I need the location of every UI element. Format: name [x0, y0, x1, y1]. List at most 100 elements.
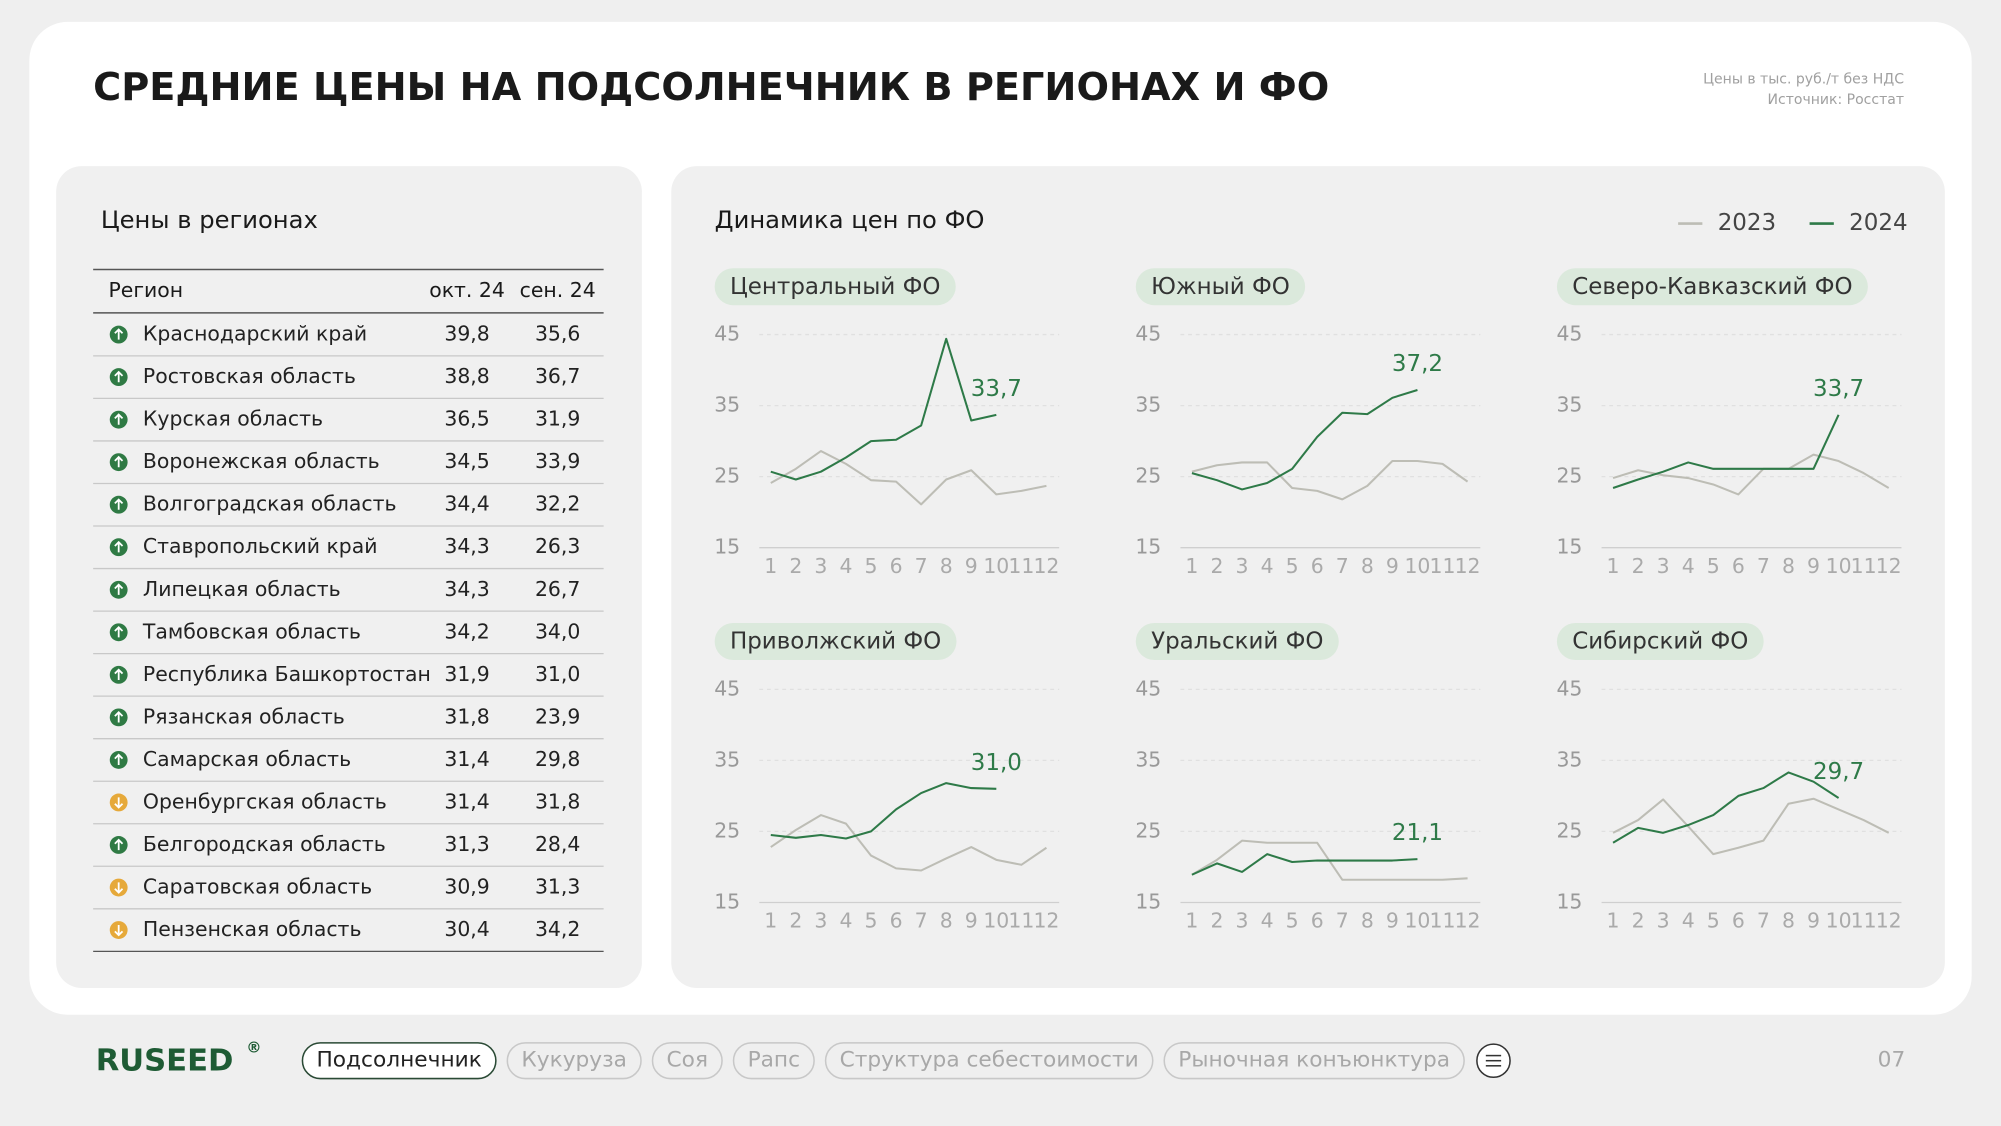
cell: 34,2: [444, 619, 489, 643]
y-tick-label: 35: [714, 393, 740, 417]
chart-title-pill: [1135, 622, 1339, 660]
y-tick-label: 15: [714, 535, 740, 559]
tab[interactable]: [732, 1042, 815, 1080]
cell: 31,4: [444, 789, 489, 813]
series-line: [1191, 853, 1418, 876]
y-tick-label: 25: [1135, 818, 1161, 842]
region: Саратовская область: [143, 875, 372, 899]
x-tick-label: 3: [1657, 909, 1670, 933]
chart-title: Сибирский ФО: [1572, 629, 1748, 655]
x-tick-label: 1: [764, 909, 777, 933]
series-line: [1612, 453, 1890, 496]
cell: 36,5: [444, 407, 489, 431]
legend-label: 2024: [1849, 210, 1907, 236]
tab[interactable]: [506, 1042, 642, 1080]
x-tick-label: 6: [890, 909, 903, 933]
y-tick-label: 45: [714, 676, 740, 700]
region: Ставропольский край: [143, 534, 378, 558]
y-tick-label: 25: [1135, 464, 1161, 488]
y-tick-label: 35: [1135, 393, 1161, 417]
tab[interactable]: [651, 1042, 723, 1080]
tab-label[interactable]: Кукуруза: [521, 1048, 627, 1073]
x-tick-label: 10: [1826, 554, 1852, 578]
cell: 32,2: [535, 492, 580, 516]
x-tick-label: 4: [839, 909, 852, 933]
y-tick-label: 25: [1556, 464, 1582, 488]
cell: 23,9: [535, 704, 580, 728]
trend-arrow: [114, 797, 124, 809]
tab-label[interactable]: Подсолнечник: [316, 1048, 481, 1073]
cell: 31,3: [444, 832, 489, 856]
charts-panel: [671, 166, 1945, 988]
x-tick-label: 6: [1311, 554, 1324, 578]
trend-arrow: [114, 882, 124, 894]
page-number: 07: [1878, 1048, 1906, 1073]
tab-label[interactable]: Соя: [667, 1048, 708, 1073]
table-title: Цены в регионах: [101, 205, 318, 234]
x-tick-label: 8: [940, 909, 953, 933]
value-label: 33,7: [1813, 376, 1864, 402]
chart-title: Приволжский ФО: [730, 629, 941, 655]
cell: 36,7: [535, 364, 580, 388]
x-tick-label: 7: [1757, 909, 1770, 933]
tab[interactable]: [824, 1042, 1154, 1080]
x-tick-label: 2: [1210, 909, 1223, 933]
value-label: 29,7: [1813, 759, 1864, 785]
x-tick-label: 9: [1386, 909, 1399, 933]
chart-title: Южный ФО: [1151, 274, 1290, 300]
x-tick-label: 12: [1876, 909, 1902, 933]
note: Цены в тыс. руб./т без НДС: [1703, 71, 1904, 87]
y-tick-label: 45: [1135, 322, 1161, 346]
legend-label: 2023: [1718, 210, 1776, 236]
x-tick-label: 9: [1807, 554, 1820, 578]
trend-arrow: [114, 838, 124, 851]
y-tick-label: 35: [1556, 393, 1582, 417]
region: Ростовская область: [143, 364, 356, 388]
y-tick-label: 45: [1135, 676, 1161, 700]
tab-label[interactable]: Рапс: [748, 1048, 800, 1073]
y-tick-label: 25: [714, 818, 740, 842]
x-tick-label: 6: [1732, 909, 1745, 933]
logo: RUSEED: [96, 1043, 234, 1078]
chart-title-pill: [714, 268, 956, 306]
cell: 34,4: [444, 492, 489, 516]
x-tick-label: 8: [1782, 554, 1795, 578]
x-tick-label: 2: [789, 554, 802, 578]
x-tick-label: 12: [1455, 909, 1481, 933]
y-tick-label: 45: [1556, 322, 1582, 346]
tab[interactable]: [1163, 1042, 1465, 1080]
x-tick-label: 9: [1386, 554, 1399, 578]
value-label: 33,7: [971, 376, 1022, 402]
cell: 34,3: [444, 534, 489, 558]
x-tick-label: 2: [1632, 554, 1645, 578]
x-tick-label: 6: [1732, 554, 1745, 578]
chart-title-pill: [1556, 268, 1868, 306]
x-tick-label: 8: [1361, 909, 1374, 933]
tab-label[interactable]: Рыночная конъюнктура: [1178, 1048, 1450, 1073]
series-line: [770, 782, 997, 840]
chart-title: Северо-Кавказский ФО: [1572, 274, 1852, 300]
trend-arrow: [114, 753, 124, 766]
trend-arrow: [114, 370, 124, 383]
region: Волгоградская область: [143, 492, 397, 516]
x-tick-label: 12: [1033, 554, 1059, 578]
charts-title: Динамика цен по ФО: [715, 205, 985, 234]
column-header: сен. 24: [520, 278, 596, 302]
x-tick-label: 10: [983, 909, 1009, 933]
x-tick-label: 1: [764, 554, 777, 578]
x-tick-label: 11: [1008, 909, 1034, 933]
x-tick-label: 4: [1682, 909, 1695, 933]
x-tick-label: 8: [1782, 909, 1795, 933]
tab[interactable]: [301, 1042, 497, 1080]
region: Краснодарский край: [143, 322, 367, 346]
x-tick-label: 6: [1311, 909, 1324, 933]
trend-arrow: [114, 540, 124, 553]
value-label: 31,0: [971, 750, 1022, 776]
x-tick-label: 1: [1607, 909, 1620, 933]
region: Курская область: [143, 407, 323, 431]
x-tick-label: 12: [1033, 909, 1059, 933]
tab-label[interactable]: Структура себестоимости: [840, 1048, 1139, 1073]
x-tick-label: 1: [1607, 554, 1620, 578]
